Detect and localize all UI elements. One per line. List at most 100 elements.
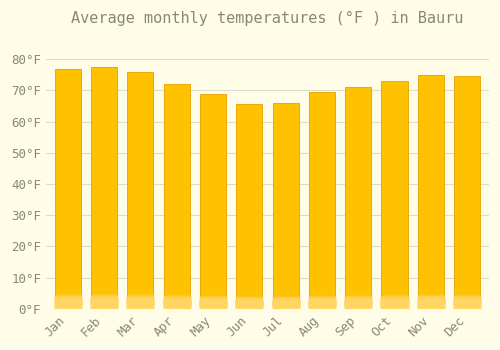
Bar bbox=[200, 299, 226, 306]
Bar bbox=[91, 298, 117, 306]
Bar bbox=[345, 296, 372, 303]
Bar bbox=[91, 294, 117, 302]
Bar bbox=[164, 295, 190, 303]
Bar bbox=[54, 293, 81, 301]
Bar bbox=[309, 301, 335, 309]
Bar bbox=[200, 297, 226, 304]
Bar bbox=[54, 300, 81, 308]
Bar bbox=[382, 295, 407, 303]
Bar bbox=[345, 296, 372, 303]
Bar bbox=[345, 300, 372, 308]
Bar bbox=[418, 298, 444, 306]
Bar bbox=[418, 294, 444, 302]
Bar bbox=[382, 300, 407, 308]
Bar bbox=[382, 294, 407, 302]
Bar bbox=[236, 299, 262, 306]
Bar bbox=[272, 296, 298, 303]
Bar bbox=[345, 295, 372, 303]
Bar bbox=[164, 300, 190, 307]
Bar bbox=[54, 300, 81, 308]
Bar bbox=[272, 301, 298, 308]
Bar bbox=[91, 300, 117, 308]
Bar bbox=[200, 295, 226, 302]
Bar bbox=[382, 300, 407, 307]
Bar bbox=[164, 300, 190, 308]
Bar bbox=[91, 67, 117, 309]
Bar bbox=[164, 84, 190, 309]
Bar bbox=[164, 296, 190, 303]
Bar bbox=[164, 301, 190, 309]
Bar bbox=[418, 299, 444, 307]
Bar bbox=[345, 298, 372, 305]
Bar bbox=[454, 296, 480, 304]
Bar bbox=[128, 297, 154, 305]
Bar bbox=[164, 301, 190, 308]
Bar bbox=[382, 295, 407, 302]
Bar bbox=[418, 300, 444, 307]
Bar bbox=[200, 299, 226, 306]
Bar bbox=[309, 298, 335, 305]
Bar bbox=[272, 103, 298, 309]
Bar bbox=[272, 301, 298, 308]
Bar bbox=[236, 296, 262, 302]
Bar bbox=[309, 300, 335, 307]
Bar bbox=[418, 295, 444, 303]
Bar bbox=[236, 298, 262, 304]
Bar bbox=[382, 299, 407, 306]
Bar bbox=[128, 296, 154, 304]
Bar bbox=[128, 299, 154, 306]
Bar bbox=[164, 301, 190, 308]
Bar bbox=[345, 294, 372, 302]
Bar bbox=[236, 297, 262, 304]
Bar bbox=[418, 294, 444, 302]
Bar bbox=[128, 297, 154, 305]
Bar bbox=[128, 299, 154, 307]
Bar bbox=[345, 299, 372, 307]
Bar bbox=[309, 299, 335, 306]
Bar bbox=[382, 297, 407, 304]
Bar bbox=[454, 300, 480, 308]
Bar bbox=[200, 301, 226, 308]
Bar bbox=[418, 295, 444, 303]
Bar bbox=[236, 300, 262, 307]
Bar bbox=[164, 299, 190, 306]
Bar bbox=[128, 301, 154, 308]
Bar bbox=[309, 297, 335, 304]
Bar bbox=[309, 301, 335, 308]
Bar bbox=[418, 297, 444, 304]
Bar bbox=[272, 295, 298, 302]
Bar bbox=[164, 297, 190, 304]
Bar bbox=[54, 301, 81, 309]
Bar bbox=[272, 298, 298, 304]
Bar bbox=[128, 300, 154, 308]
Bar bbox=[91, 297, 117, 305]
Bar bbox=[164, 300, 190, 308]
Bar bbox=[200, 301, 226, 308]
Bar bbox=[309, 295, 335, 302]
Bar bbox=[418, 297, 444, 305]
Bar bbox=[454, 300, 480, 307]
Bar bbox=[272, 300, 298, 307]
Bar bbox=[382, 81, 407, 309]
Bar bbox=[200, 301, 226, 309]
Bar bbox=[454, 295, 480, 303]
Bar bbox=[128, 294, 154, 302]
Bar bbox=[345, 87, 372, 309]
Bar bbox=[382, 298, 407, 305]
Bar bbox=[236, 104, 262, 309]
Bar bbox=[309, 301, 335, 308]
Bar bbox=[54, 295, 81, 303]
Bar bbox=[272, 299, 298, 306]
Bar bbox=[345, 301, 372, 309]
Bar bbox=[200, 298, 226, 305]
Bar bbox=[272, 298, 298, 305]
Bar bbox=[91, 301, 117, 309]
Bar bbox=[454, 298, 480, 306]
Bar bbox=[345, 301, 372, 308]
Bar bbox=[382, 300, 407, 307]
Bar bbox=[345, 296, 372, 304]
Bar bbox=[91, 299, 117, 307]
Bar bbox=[91, 293, 117, 301]
Bar bbox=[345, 301, 372, 308]
Bar bbox=[164, 295, 190, 303]
